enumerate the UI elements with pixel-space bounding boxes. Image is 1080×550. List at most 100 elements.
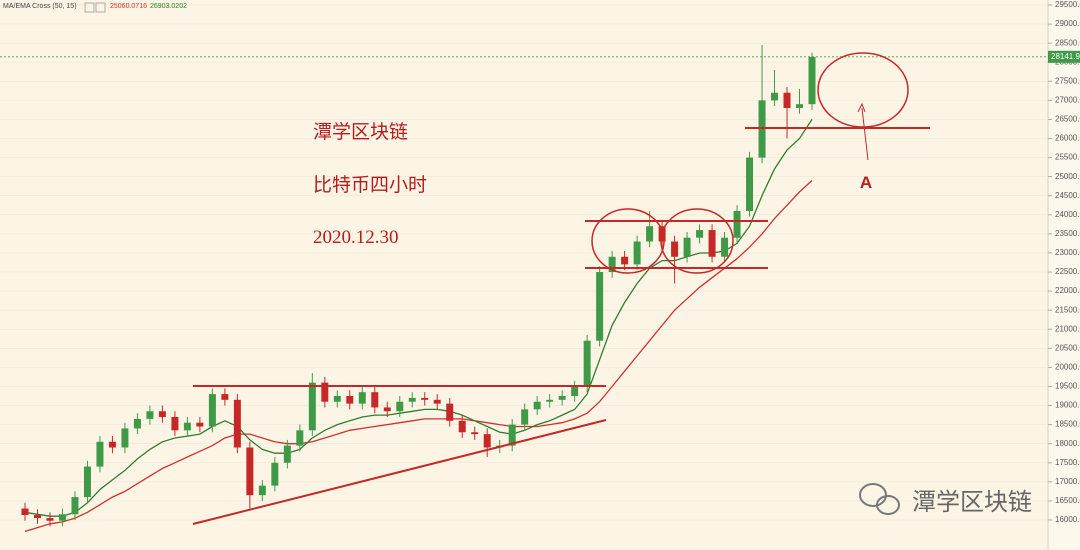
ema-line bbox=[24, 119, 813, 517]
candle-body bbox=[421, 397, 429, 400]
candle-body bbox=[358, 392, 366, 404]
candle-body bbox=[58, 514, 66, 521]
y-tick-label: 20000.00 bbox=[1055, 363, 1080, 372]
trendline bbox=[192, 419, 607, 525]
candle-body bbox=[196, 422, 204, 427]
candle-body bbox=[608, 256, 616, 273]
candle-body bbox=[471, 432, 479, 435]
candle-body bbox=[183, 422, 191, 431]
candle-body bbox=[571, 386, 579, 397]
ma-line bbox=[24, 180, 813, 533]
candle-body bbox=[396, 401, 404, 412]
candle-body bbox=[683, 237, 691, 257]
candle-body bbox=[583, 340, 591, 387]
y-tick-label: 28500.00 bbox=[1055, 38, 1080, 47]
candle-body bbox=[46, 518, 54, 521]
y-tick-label: 23000.00 bbox=[1055, 248, 1080, 257]
y-tick-label: 25000.00 bbox=[1055, 172, 1080, 181]
candle-body bbox=[446, 403, 454, 421]
candle-body bbox=[71, 497, 79, 515]
y-tick-label: 26500.00 bbox=[1055, 115, 1080, 124]
marker-label: A bbox=[860, 173, 872, 192]
icon bbox=[95, 2, 106, 13]
candle-body bbox=[371, 392, 379, 408]
candle-body bbox=[633, 241, 641, 265]
indicator-value: 26903.0202 bbox=[150, 3, 187, 10]
candle-body bbox=[796, 104, 804, 108]
y-tick-label: 17500.00 bbox=[1055, 458, 1080, 467]
candle-body bbox=[21, 508, 29, 516]
watermark: 潭学区块链 bbox=[912, 488, 1032, 516]
candle-body bbox=[771, 92, 779, 101]
last-price-box bbox=[1048, 50, 1080, 63]
y-tick-label: 27500.00 bbox=[1055, 76, 1080, 85]
candle-body bbox=[671, 241, 679, 257]
candle-body bbox=[596, 272, 604, 341]
candle-body bbox=[321, 382, 329, 402]
y-tick-label: 22000.00 bbox=[1055, 286, 1080, 295]
candle-body bbox=[408, 397, 416, 402]
y-tick-label: 29000.00 bbox=[1055, 19, 1080, 28]
y-tick-label: 24000.00 bbox=[1055, 210, 1080, 219]
candle-body bbox=[158, 411, 166, 417]
candle-body bbox=[696, 230, 704, 238]
drawings bbox=[192, 52, 930, 525]
candle-body bbox=[208, 394, 216, 427]
candle-body bbox=[783, 92, 791, 108]
y-tick-label: 27000.00 bbox=[1055, 95, 1080, 104]
last-price-label: 28141.93 bbox=[1051, 52, 1080, 61]
candle-body bbox=[383, 407, 391, 412]
y-tick-label: 19500.00 bbox=[1055, 382, 1080, 391]
y-tick-label: 29500.00 bbox=[1055, 0, 1080, 9]
y-tick-label: 21500.00 bbox=[1055, 305, 1080, 314]
y-tick-label: 26000.00 bbox=[1055, 134, 1080, 143]
y-tick-label: 16000.00 bbox=[1055, 515, 1080, 524]
candle-body bbox=[533, 401, 541, 410]
candle-body bbox=[171, 416, 179, 431]
candle-body bbox=[258, 485, 266, 496]
candle-body bbox=[108, 441, 116, 448]
candle-body bbox=[333, 396, 341, 402]
candle-body bbox=[308, 382, 316, 431]
indicator-label: MA/EMA Cross (50, 15) bbox=[3, 3, 77, 10]
circle bbox=[660, 208, 734, 274]
y-tick-label: 18500.00 bbox=[1055, 420, 1080, 429]
candle-body bbox=[346, 396, 354, 404]
indicator-value: 25060.0716 bbox=[110, 3, 147, 10]
candle-body bbox=[546, 399, 554, 402]
icon bbox=[84, 2, 95, 13]
y-tick-label: 22500.00 bbox=[1055, 267, 1080, 276]
arrow-head bbox=[857, 102, 866, 113]
candle-body bbox=[483, 434, 491, 448]
candle-body bbox=[33, 515, 41, 519]
y-tick-label: 20500.00 bbox=[1055, 343, 1080, 352]
circle bbox=[591, 208, 665, 274]
watermark-icon bbox=[859, 483, 900, 515]
candle-body bbox=[458, 420, 466, 433]
annotation-subtitle: 比特币四小时 bbox=[313, 174, 427, 196]
y-tick-label: 25500.00 bbox=[1055, 153, 1080, 162]
candle-body bbox=[721, 237, 729, 257]
candle-body bbox=[221, 394, 229, 400]
candle-body bbox=[146, 411, 154, 419]
y-tick-label: 18000.00 bbox=[1055, 439, 1080, 448]
candle-body bbox=[646, 226, 654, 242]
arrow bbox=[861, 107, 869, 161]
candle-body bbox=[233, 399, 241, 448]
y-tick-label: 17000.00 bbox=[1055, 477, 1080, 486]
annotation-date: 2020.12.30 bbox=[313, 227, 399, 248]
candle-body bbox=[283, 445, 291, 463]
annotation-title: 潭学区块链 bbox=[313, 121, 408, 143]
candle-body bbox=[746, 157, 754, 211]
y-tick-label: 24500.00 bbox=[1055, 191, 1080, 200]
candle-body bbox=[433, 399, 441, 404]
candle-body bbox=[246, 447, 254, 496]
candle-body bbox=[558, 396, 566, 400]
candle-body bbox=[296, 430, 304, 446]
circle bbox=[817, 52, 909, 128]
candle-body bbox=[621, 256, 629, 265]
candle-body bbox=[508, 424, 516, 446]
